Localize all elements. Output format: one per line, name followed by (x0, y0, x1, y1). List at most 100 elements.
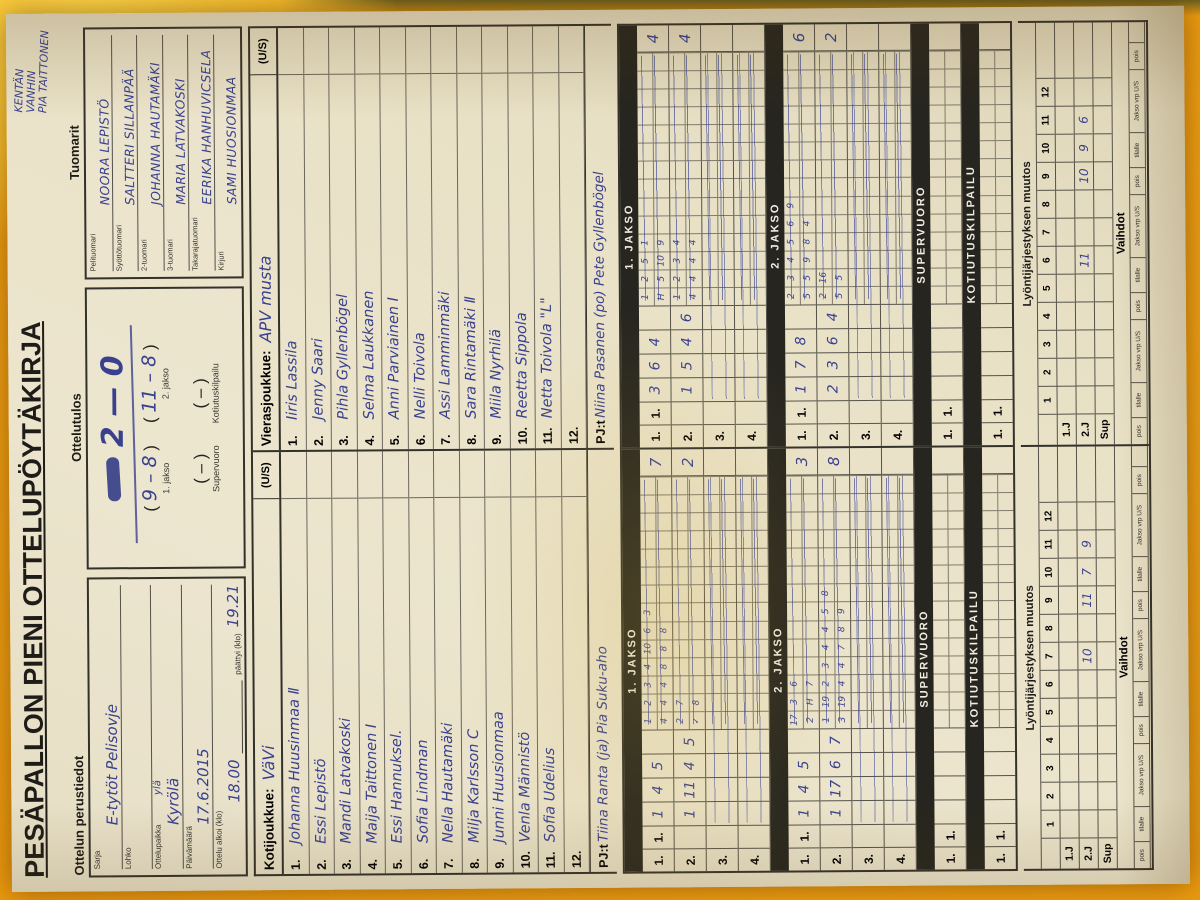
score-grid-cell: 5 (654, 269, 670, 288)
score-grid-cell (749, 232, 766, 251)
score-home: 2 (95, 426, 131, 448)
score-grid-cell (982, 582, 999, 601)
player-us-cell (408, 451, 434, 499)
score-grid-cell (816, 177, 832, 196)
score-grid-row (751, 475, 769, 729)
batter-cell (931, 327, 963, 352)
batting-cell (1056, 273, 1075, 302)
score-grid-cell (895, 122, 911, 142)
batter-cell (981, 375, 1013, 400)
batting-column-number: 8 (1037, 189, 1056, 218)
score-grid-cell (863, 231, 880, 250)
score-grid-cell (816, 213, 832, 233)
batter-cell: 17 (820, 776, 852, 801)
score-grid-cell: 5 (832, 267, 848, 287)
score-grid-cell (685, 106, 701, 125)
batting-cell (1057, 385, 1076, 414)
substitution-cell-Jakso: Jakso vrp U/S (1130, 194, 1146, 258)
batting-row-label: 2.J (1076, 413, 1095, 445)
score-grid-cell (786, 475, 802, 494)
score-grid-cell (733, 69, 749, 89)
score-grid-cell (784, 177, 800, 197)
score-grid-cell (672, 512, 688, 531)
roster-team-label: Vierasjoukkue: (257, 350, 274, 447)
player-row: 3. Mandi Latvakoski (331, 451, 361, 874)
score-grid-cell (669, 124, 686, 143)
score-grid-cell (736, 548, 753, 567)
score-grid-cell (866, 547, 882, 566)
score-grid-cell (748, 87, 765, 106)
player-name: Selma Laukkanen (360, 290, 378, 420)
score-grid-cell (882, 583, 899, 602)
score-grid-cell (734, 286, 751, 305)
score-grid-cell (653, 142, 669, 161)
score-grid-row: 3 19 4 4 7 8 9 (833, 475, 851, 729)
batter-cell (981, 351, 1013, 376)
score-grid-cell (637, 160, 654, 180)
score-grid-cell (847, 123, 864, 142)
score-grid-row (944, 50, 962, 304)
batting-row-label: 1.J (1060, 837, 1079, 869)
player-number: 12. (566, 426, 581, 445)
score-grid-cell (670, 196, 686, 215)
score-grid-cell (640, 476, 656, 495)
score-grid-cell (750, 286, 766, 305)
score-grid-row (897, 474, 915, 728)
score-grid-cell (705, 638, 721, 657)
score-grid-cell (736, 493, 752, 512)
player-row: 5. Anni Parviainen Ⅰ (379, 27, 409, 450)
batting-cell (1056, 245, 1075, 274)
score-grid-cell (750, 250, 766, 269)
score-grid-cell (688, 620, 705, 639)
score-grid-cell (670, 214, 686, 234)
scoring-first-batter (817, 400, 849, 424)
player-number: 8. (464, 434, 479, 445)
score-grid-cell (831, 141, 847, 160)
batting-cell (1079, 809, 1098, 838)
score-grid-cell (898, 583, 914, 602)
batter-cell (881, 375, 913, 400)
line-total (736, 449, 767, 475)
score-grid-cell (831, 195, 848, 214)
score-grid-cell (783, 141, 800, 160)
score-grid-cell: 5 (800, 268, 816, 287)
score-grid-cell (737, 692, 754, 711)
score-grid-cell (879, 86, 896, 106)
score-grid-row (736, 475, 754, 729)
batter-cell: 1 (674, 801, 706, 826)
score-grid-cell (801, 529, 818, 548)
score-grid-cell (716, 51, 733, 71)
score-grid (704, 474, 737, 730)
score-grid-cell (786, 493, 802, 512)
batting-cell (1079, 753, 1098, 782)
score-grid-cell (798, 69, 815, 88)
score-grid-cell (798, 87, 815, 106)
score-grid-cell (946, 249, 962, 268)
score-grid-cell (736, 529, 753, 549)
player-number: 1. (289, 859, 304, 871)
score-grid-cell: 8 (656, 638, 673, 658)
score-grid-cell (685, 178, 702, 197)
score-grid-cell (897, 510, 914, 529)
score-grid-cell (653, 106, 669, 125)
score-grid-cell (801, 493, 818, 512)
score-grid-cell (640, 530, 657, 549)
scoring-line-number: 1. (788, 847, 820, 871)
field-value: E-tytöt Pelisovje (102, 704, 122, 826)
player-row: 1. Johanna Huusinmaa Ⅱ (280, 451, 310, 875)
score-grid-cell (851, 709, 868, 729)
score-grid-cell (704, 548, 721, 567)
scoring-line: 3. (700, 24, 736, 448)
coach-label: PJ:t (593, 420, 608, 444)
line-total: 2 (821, 32, 840, 43)
player-name: Maija Taittonen Ⅰ (363, 723, 381, 844)
batting-cell (1075, 189, 1094, 218)
score-grid-cell (982, 528, 999, 547)
score-grid-cell (997, 528, 1014, 547)
batting-column-number: 5 (1040, 697, 1059, 726)
score-grid-cell (799, 159, 816, 178)
player-number: 7. (442, 858, 457, 869)
scoring-first-batter: 1. (984, 822, 1016, 847)
score-grid-cell (948, 564, 964, 583)
